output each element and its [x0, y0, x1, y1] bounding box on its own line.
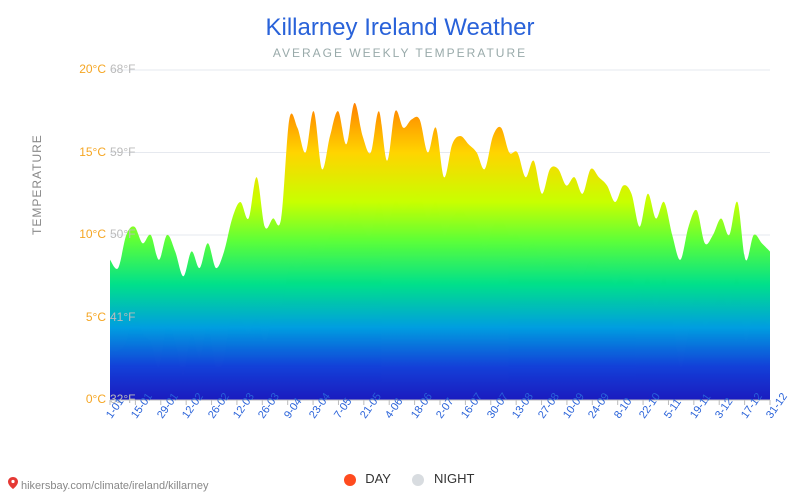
chart-title: Killarney Ireland Weather — [0, 14, 800, 42]
ytick-celsius: 10°C — [56, 227, 106, 241]
source-attribution: hikersbay.com/climate/ireland/killarney — [8, 477, 208, 492]
y-axis-label: TEMPERATURE — [30, 134, 44, 235]
ytick-fahrenheit: 41°F — [110, 310, 135, 324]
ytick-celsius: 5°C — [56, 310, 106, 324]
legend-day-swatch — [344, 474, 356, 486]
chart-subtitle: AVERAGE WEEKLY TEMPERATURE — [0, 46, 800, 60]
legend-night-label: NIGHT — [434, 471, 474, 486]
legend-day-label: DAY — [365, 471, 391, 486]
ytick-fahrenheit: 59°F — [110, 145, 135, 159]
chart-svg — [110, 70, 770, 400]
chart-plot-area — [110, 70, 770, 400]
ytick-fahrenheit: 50°F — [110, 227, 135, 241]
ytick-celsius: 0°C — [56, 392, 106, 406]
source-text: hikersbay.com/climate/ireland/killarney — [21, 480, 208, 492]
legend-night-swatch — [412, 474, 424, 486]
map-pin-icon — [8, 477, 18, 492]
ytick-celsius: 20°C — [56, 62, 106, 76]
ytick-celsius: 15°C — [56, 145, 106, 159]
xtick-label: 1-01 — [104, 396, 126, 421]
ytick-fahrenheit: 68°F — [110, 62, 135, 76]
